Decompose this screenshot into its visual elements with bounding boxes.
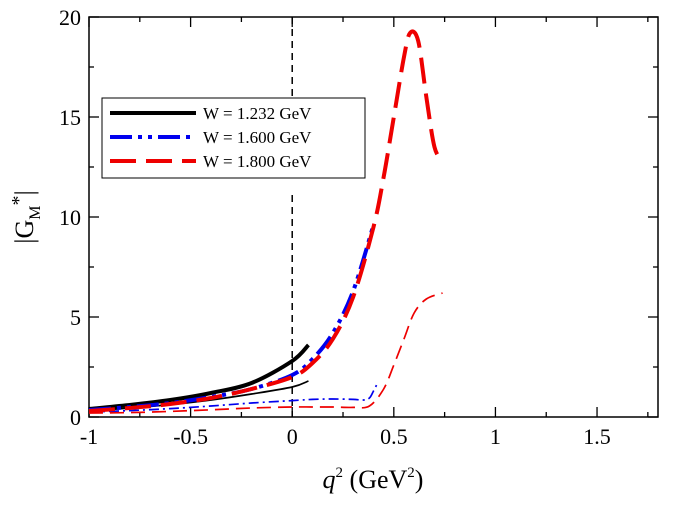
x-tick-label: 1.5 [583, 424, 611, 449]
y-axis-label-pre: |G [10, 220, 39, 244]
x-tick-label: 0.5 [380, 424, 408, 449]
series-line-5 [89, 293, 443, 413]
legend-label: W = 1.800 GeV [203, 152, 312, 171]
y-tick-label: 0 [70, 405, 81, 430]
x-tick-label: -1 [80, 424, 98, 449]
x-axis-label: q2 (GeV2) [323, 465, 424, 494]
y-axis-label-sub: M [27, 206, 44, 220]
plot-frame [89, 17, 658, 417]
x-axis-label-unit-post: ) [415, 465, 424, 494]
x-axis-label-unit-pre: (GeV [343, 465, 407, 494]
y-axis-label-sup: * [8, 196, 30, 206]
y-axis-label: |GM*| [8, 190, 44, 243]
legend-label: W = 1.232 GeV [203, 104, 312, 123]
legend-label: W = 1.600 GeV [203, 128, 312, 147]
series-line-4 [89, 32, 443, 411]
x-axis-label-base: q [323, 465, 336, 494]
y-tick-label: 20 [59, 5, 81, 30]
legend: W = 1.232 GeV W = 1.600 GeV W = 1.800 GeV [102, 98, 365, 178]
x-tick-label: -0.5 [173, 424, 208, 449]
series-layer [89, 32, 443, 413]
axis-tick-labels: -1 -0.5 0 0.5 1 1.5 0 5 10 15 20 [59, 5, 611, 449]
y-tick-label: 5 [70, 305, 81, 330]
y-tick-label: 15 [59, 105, 81, 130]
x-tick-label: 0 [287, 424, 298, 449]
x-tick-label: 1 [490, 424, 501, 449]
chart: -1 -0.5 0 0.5 1 1.505101520 W = 1.232 GeVW = … [0, 0, 680, 505]
series-line-2 [89, 225, 374, 410]
y-tick-label: 10 [59, 205, 81, 230]
x-axis-label-unit-sup: 2 [407, 465, 415, 481]
y-axis-label-post: | [10, 190, 39, 195]
axis-ticks [89, 17, 658, 417]
x-axis-label-sup: 2 [336, 465, 344, 481]
